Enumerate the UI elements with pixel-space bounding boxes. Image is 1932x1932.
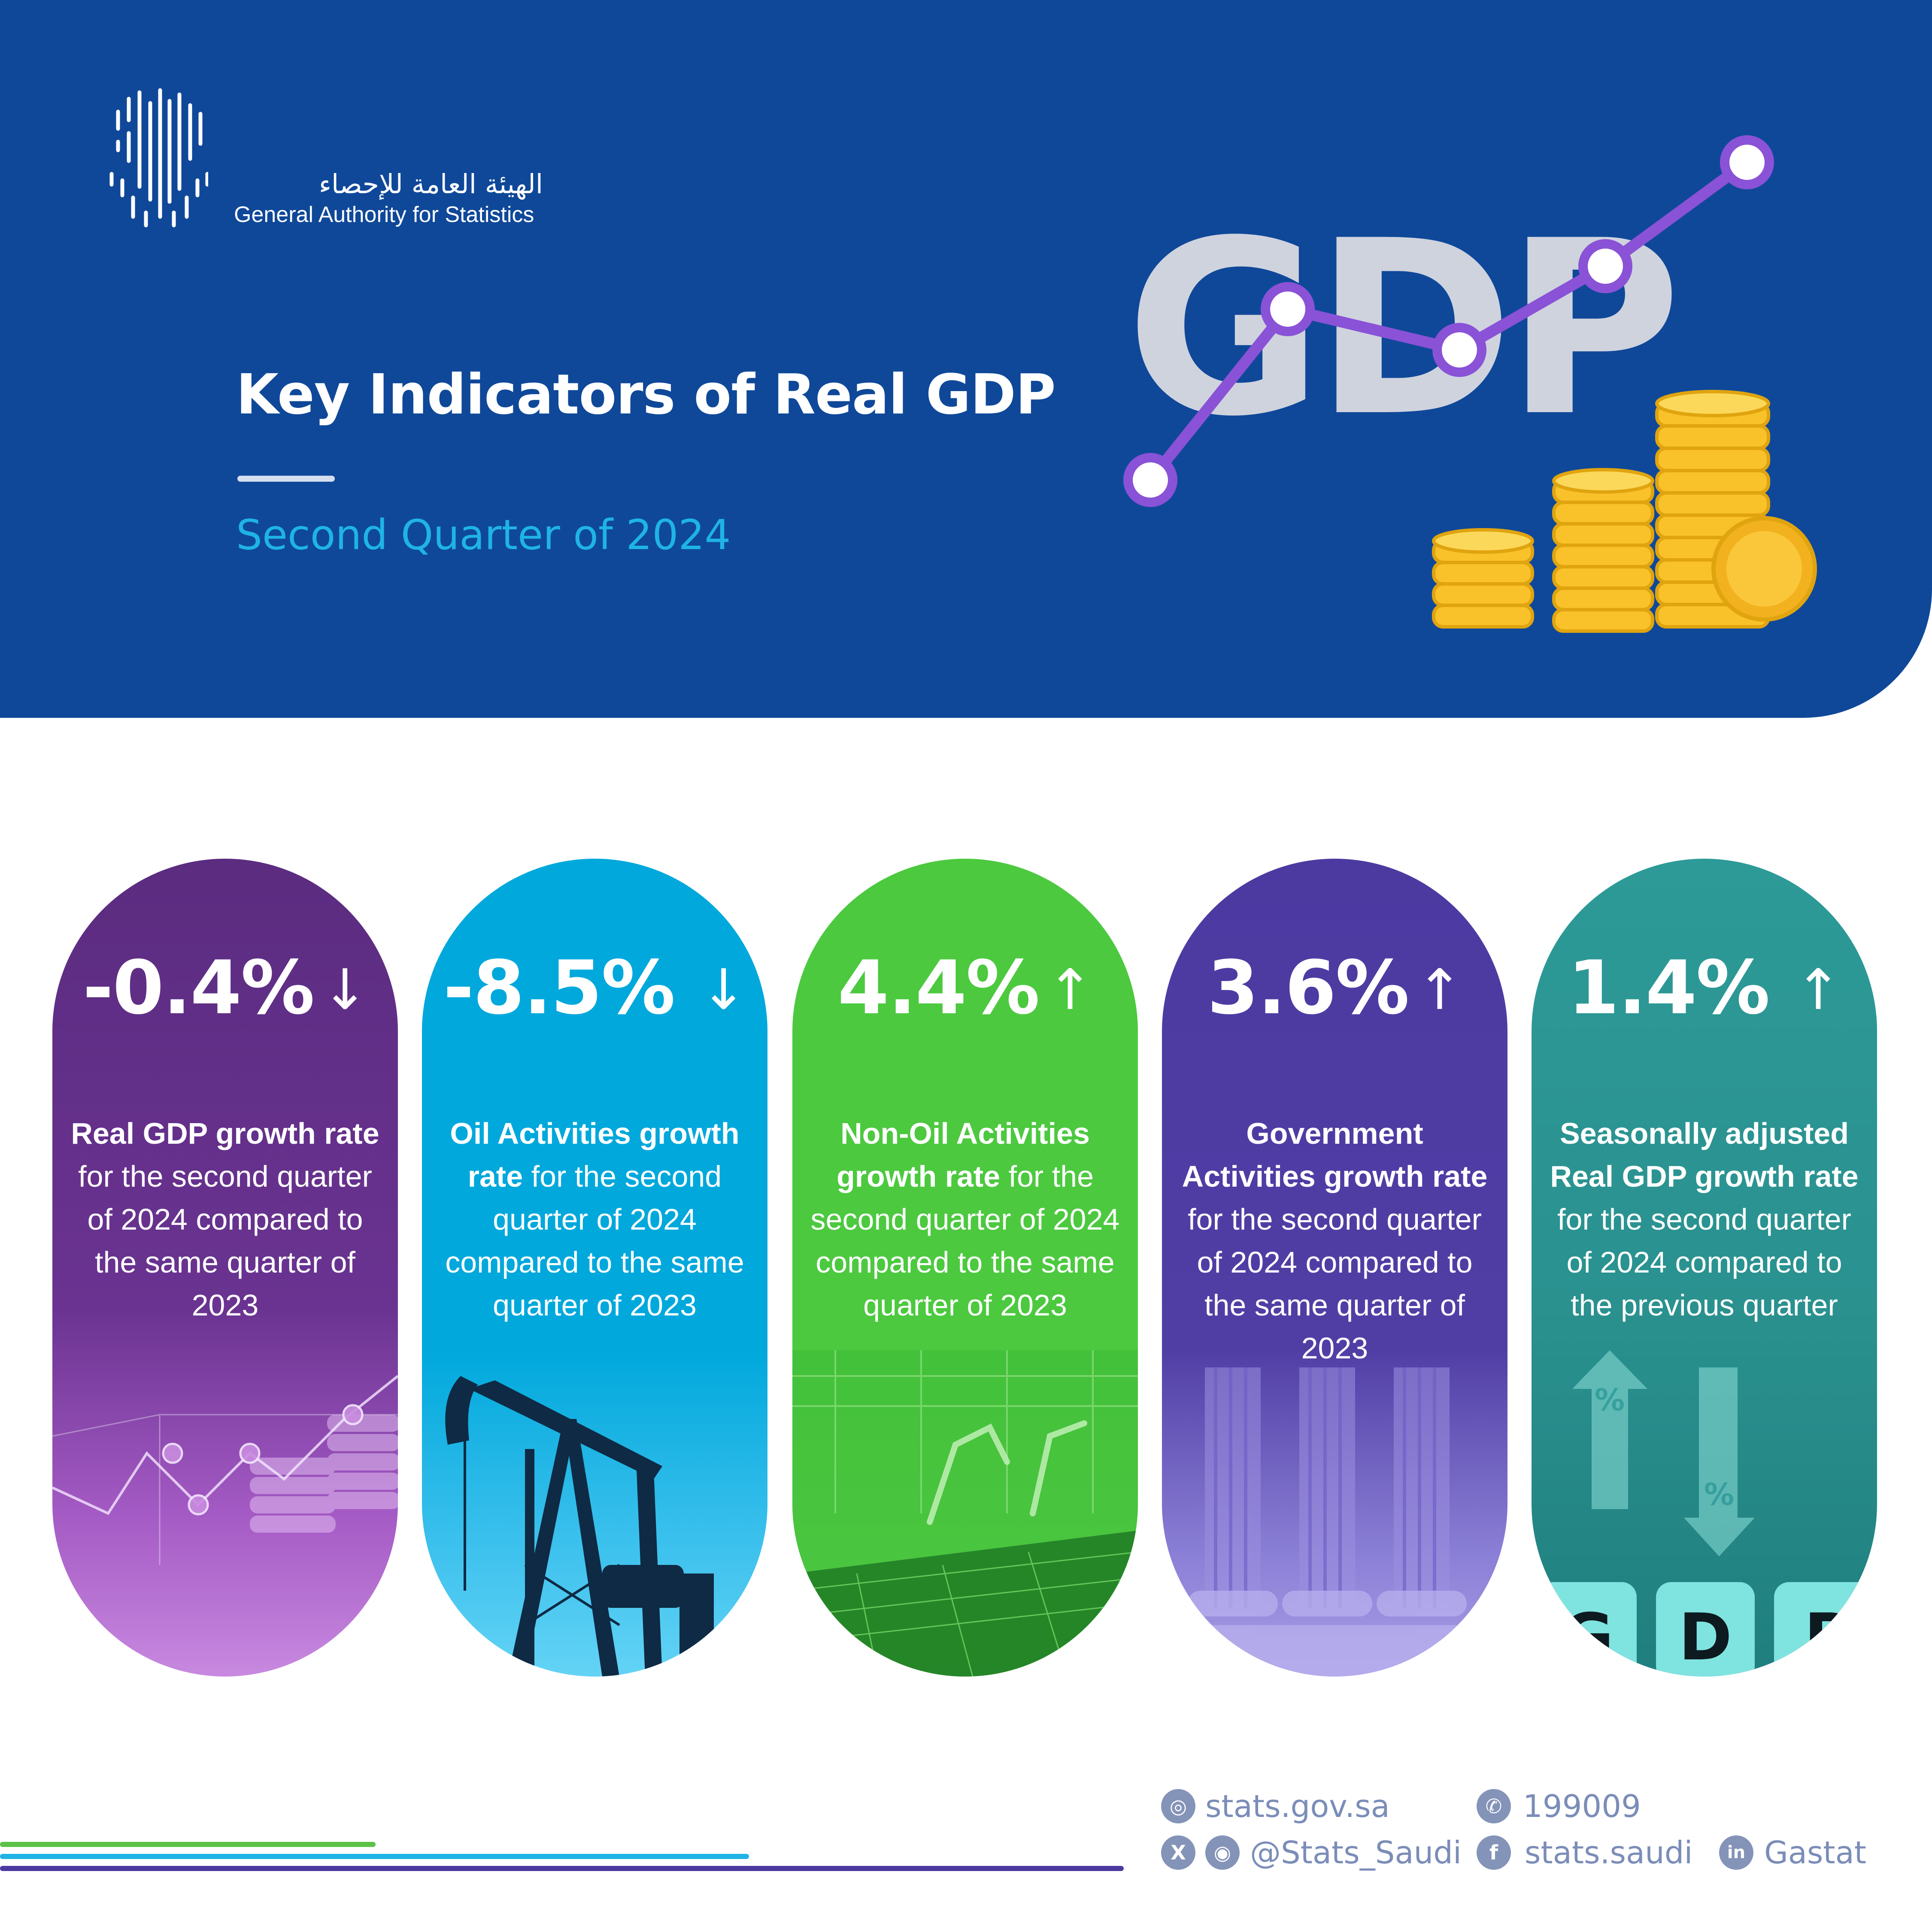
arrow-down-icon: ↓ bbox=[700, 957, 747, 1022]
factory-robots-art bbox=[792, 1350, 1138, 1677]
indicator-description-bold: Non-Oil Activities growth rate bbox=[836, 1117, 1090, 1193]
percent-up-icon: % bbox=[1595, 1382, 1625, 1418]
indicator-description: Oil Activities growth rate for the secon… bbox=[439, 1112, 750, 1327]
indicator-description-rest: for the second quarter of 2024 compared … bbox=[78, 1160, 372, 1322]
logo-arabic-text: الهيئة العامة للإحصاء bbox=[318, 168, 543, 200]
indicator-description: Seasonally adjusted Real GDP growth rate… bbox=[1549, 1112, 1860, 1327]
arrow-up-icon: ↑ bbox=[1046, 957, 1094, 1022]
indicator-card-oil-activities: -8.5% ↓ Oil Activities growth rate for th… bbox=[422, 859, 767, 1677]
gdp-word-art: GDP bbox=[1126, 189, 1674, 469]
standing-coin bbox=[1711, 516, 1817, 622]
indicator-value: 4.4% ↑ bbox=[792, 945, 1138, 1031]
arrow-up-icon: ↑ bbox=[1795, 957, 1842, 1022]
indicator-value: -8.5% ↓ bbox=[422, 945, 767, 1031]
facebook-link[interactable]: stats.saudi bbox=[1525, 1835, 1693, 1871]
indicator-value: 3.6% ↑ bbox=[1162, 945, 1507, 1031]
indicator-description-rest: for the second quarter of 2024 compared … bbox=[810, 1160, 1120, 1322]
indicator-card-non-oil-activities: 4.4% ↑ Non-Oil Activities growth rate for… bbox=[792, 859, 1138, 1677]
logo-english-text: General Authority for Statistics bbox=[234, 202, 534, 227]
coin-stack-small bbox=[1432, 528, 1534, 629]
indicator-description-rest: for the second quarter of 2024 compared … bbox=[1557, 1203, 1851, 1322]
footer-line-blue bbox=[0, 1854, 749, 1859]
indicator-description-rest: for the second quarter of 2024 compared … bbox=[1188, 1203, 1482, 1365]
indicator-description-rest: for the second quarter of 2024 compared … bbox=[445, 1160, 744, 1322]
indicator-description-bold: Oil Activities growth rate bbox=[450, 1117, 740, 1193]
building-columns-art bbox=[1162, 1367, 1507, 1677]
coin-stack-medium bbox=[1552, 468, 1654, 633]
indicator-description: Government Activities growth rate for th… bbox=[1179, 1112, 1490, 1370]
indicator-card-government-activities: 3.6% ↑ Government Activities growth rate … bbox=[1162, 859, 1507, 1677]
indicator-value-text: -0.4% bbox=[82, 945, 315, 1031]
indicator-value-text: 1.4% bbox=[1568, 945, 1770, 1031]
indicator-value-text: 3.6% bbox=[1207, 945, 1410, 1031]
x-icon[interactable]: X bbox=[1161, 1835, 1195, 1870]
phone-icon: ✆ bbox=[1477, 1789, 1511, 1823]
globe-icon: ◎ bbox=[1161, 1789, 1195, 1823]
cube-letter-g: G bbox=[1561, 1600, 1614, 1675]
indicator-value-text: 4.4% bbox=[837, 945, 1040, 1031]
cube-letter-d: D bbox=[1679, 1600, 1732, 1675]
line-chart-coins-art bbox=[52, 1375, 398, 1565]
indicator-card-seasonally-adjusted: 1.4% ↑ Seasonally adjusted Real GDP growt… bbox=[1532, 859, 1877, 1677]
page-subtitle: Second Quarter of 2024 bbox=[236, 511, 731, 559]
footer-line-purple bbox=[0, 1866, 1124, 1871]
facebook-icon[interactable]: f bbox=[1477, 1835, 1511, 1870]
arrow-up-icon: ↑ bbox=[1416, 957, 1463, 1022]
percent-down-icon: % bbox=[1704, 1477, 1734, 1512]
gastat-logo bbox=[109, 88, 208, 228]
indicator-description: Real GDP growth rate for the second quar… bbox=[70, 1112, 381, 1327]
linkedin-link[interactable]: Gastat bbox=[1764, 1835, 1867, 1871]
gdp-cubes-art: % % G D P bbox=[1538, 1350, 1873, 1677]
footer-line-green bbox=[0, 1842, 376, 1847]
instagram-icon[interactable]: ◉ bbox=[1205, 1835, 1240, 1870]
indicator-description-bold: Real GDP growth rate bbox=[71, 1117, 379, 1150]
indicator-description-bold: Seasonally adjusted Real GDP growth rate bbox=[1550, 1117, 1859, 1193]
indicator-description: Non-Oil Activities growth rate for the s… bbox=[810, 1112, 1121, 1327]
phone-number[interactable]: 199009 bbox=[1523, 1788, 1641, 1824]
header-banner: الهيئة العامة للإحصاء General Authority … bbox=[0, 0, 1932, 718]
website-link[interactable]: stats.gov.sa bbox=[1205, 1788, 1390, 1824]
indicator-value: 1.4% ↑ bbox=[1532, 945, 1877, 1031]
indicator-description-bold: Government Activities growth rate bbox=[1182, 1117, 1488, 1193]
cube-letter-p: P bbox=[1804, 1600, 1851, 1675]
oil-pump-jack-art bbox=[445, 1376, 714, 1677]
arrow-down-icon: ↓ bbox=[321, 957, 368, 1022]
title-divider bbox=[237, 476, 335, 482]
social-handle-link[interactable]: @Stats_Saudi bbox=[1250, 1835, 1462, 1871]
indicator-value: -0.4% ↓ bbox=[52, 945, 398, 1031]
indicator-value-text: -8.5% bbox=[443, 945, 675, 1031]
linkedin-icon[interactable]: in bbox=[1719, 1835, 1753, 1870]
indicator-card-real-gdp: -0.4% ↓ Real GDP growth rate for the seco… bbox=[52, 859, 398, 1677]
gdp-illustration: GDP bbox=[1123, 135, 1817, 633]
page-title: Key Indicators of Real GDP bbox=[236, 363, 1056, 427]
